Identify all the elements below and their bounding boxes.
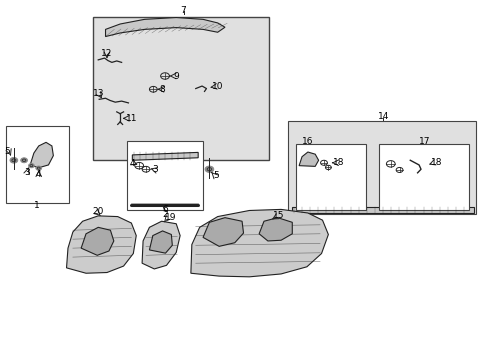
Text: 19: 19 [164,213,176,222]
Polygon shape [292,207,473,213]
Text: 17: 17 [418,137,430,146]
Text: 3: 3 [24,168,30,177]
Polygon shape [142,221,180,269]
FancyBboxPatch shape [295,144,366,211]
Text: 4: 4 [36,170,41,179]
Polygon shape [105,18,224,37]
Polygon shape [30,142,53,167]
Circle shape [10,157,18,163]
Circle shape [204,166,213,172]
Text: 14: 14 [377,112,388,121]
Polygon shape [299,152,318,166]
Text: 10: 10 [211,82,223,91]
Circle shape [36,166,41,170]
Text: 3: 3 [152,165,158,174]
Text: 18: 18 [332,158,344,167]
Circle shape [28,163,34,168]
Text: 20: 20 [92,207,103,216]
Text: 13: 13 [93,89,105,98]
Text: 4: 4 [129,159,135,168]
Text: 15: 15 [272,211,284,220]
Text: 7: 7 [180,6,186,15]
Text: 16: 16 [302,137,313,146]
Text: 6: 6 [163,205,168,214]
Polygon shape [190,210,328,277]
Text: 12: 12 [101,49,112,58]
Polygon shape [203,218,243,246]
FancyBboxPatch shape [127,140,203,211]
Text: 5: 5 [213,171,219,180]
Polygon shape [66,216,136,273]
Polygon shape [259,218,292,241]
FancyBboxPatch shape [93,17,268,160]
Polygon shape [81,227,114,255]
Text: 2: 2 [163,210,168,219]
FancyBboxPatch shape [288,121,475,214]
Text: 1: 1 [34,201,40,210]
Polygon shape [149,231,172,253]
FancyBboxPatch shape [378,144,468,211]
Text: 8: 8 [160,85,165,94]
Text: 18: 18 [430,158,442,167]
Text: 5: 5 [5,147,10,156]
Text: 11: 11 [125,114,137,123]
FancyBboxPatch shape [5,126,69,203]
Polygon shape [132,152,198,160]
Text: 9: 9 [173,72,179,81]
Circle shape [20,158,27,163]
